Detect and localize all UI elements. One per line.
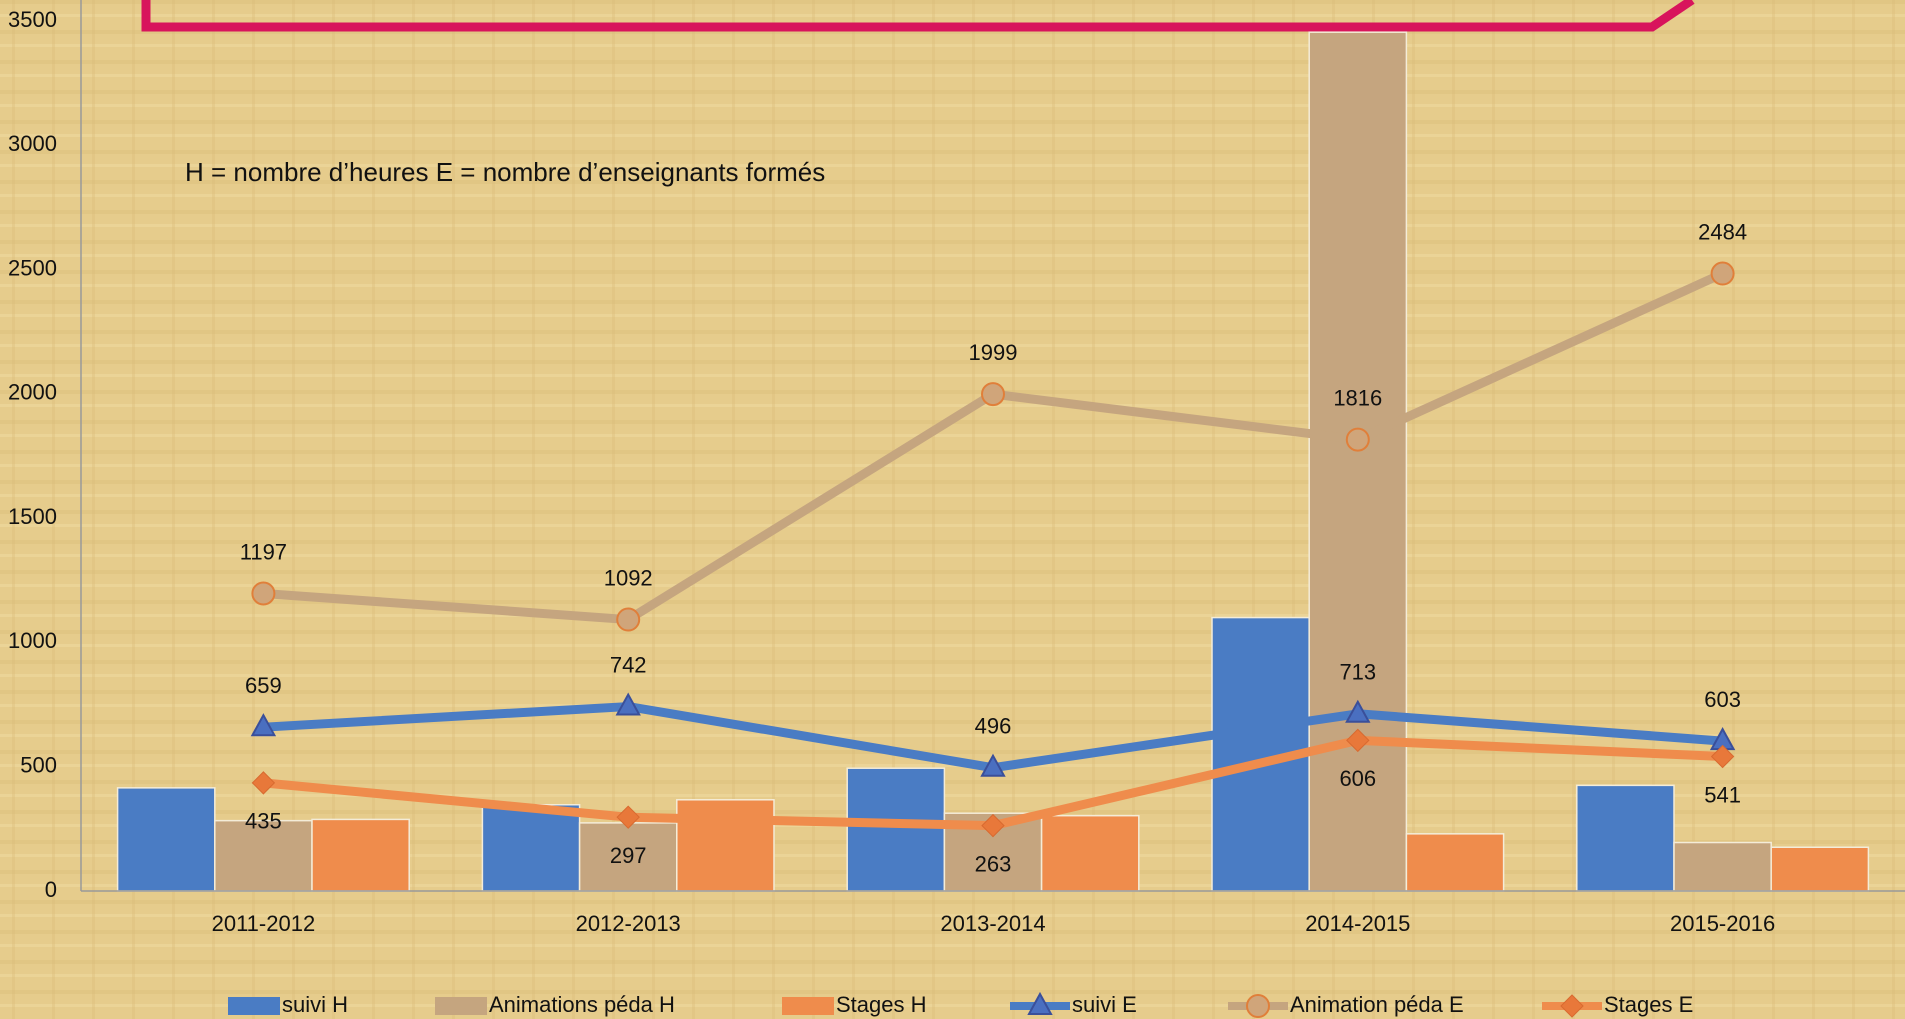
marker [1246,994,1270,1018]
x-tick-label: 2014-2015 [1305,911,1410,936]
data-label: 603 [1704,687,1741,712]
bar [1308,31,1408,892]
y-tick-label: 1500 [8,504,57,529]
x-tick-label: 2013-2014 [940,911,1045,936]
bar [311,818,410,892]
data-label: 713 [1339,660,1376,685]
marker [616,607,641,632]
x-tick-label: 2012-2013 [576,911,681,936]
marker [251,771,276,795]
y-tick-label: 500 [20,753,57,778]
marker [981,382,1005,407]
marker [1345,427,1370,452]
decor-frame [141,0,1695,32]
data-label: 263 [975,851,1012,876]
x-tick-label: 2011-2012 [212,911,316,936]
data-label: 1197 [240,539,287,564]
marker [250,713,277,737]
annotation: H = nombre d’heures E = nombre d’enseign… [185,157,825,187]
x-tick-label: 2015-2016 [1670,911,1775,936]
legend-swatch [435,997,487,1015]
marker [1346,728,1370,753]
data-label: 435 [245,809,282,834]
bar [1040,814,1140,892]
bar [1405,833,1505,892]
legend-label: Animations péda H [489,992,675,1017]
data-label: 1092 [604,565,653,590]
y-tick-label: 0 [45,877,57,902]
legend-swatch [782,997,834,1015]
marker [980,753,1006,777]
bar [116,787,216,892]
data-label: 1999 [969,340,1018,365]
marker [1710,261,1735,286]
marker [1027,991,1053,1015]
marker [1560,994,1584,1018]
legend-swatch [228,997,280,1015]
marker [615,692,641,716]
bar [846,767,946,892]
bar [481,803,581,892]
legend-label: Stages H [836,992,927,1017]
y-tick-label: 2000 [8,380,57,405]
y-tick-label: 1000 [8,628,57,653]
data-label: 659 [245,673,282,698]
data-label: 496 [975,714,1012,739]
marker [981,813,1005,838]
bar [1673,841,1772,892]
marker [1345,699,1371,723]
y-tick-label: 2500 [8,255,57,280]
data-label: 742 [610,652,647,677]
data-label: 297 [610,843,647,868]
marker [1710,744,1735,769]
bar [676,799,775,892]
data-label: 2484 [1698,219,1747,244]
data-label: 541 [1704,782,1741,807]
legend-label: suivi E [1072,992,1137,1017]
marker [251,581,276,606]
bar [1576,784,1675,892]
bar [1770,846,1870,892]
marker [616,805,640,829]
legend-label: suivi H [282,992,348,1017]
y-tick-label: 3000 [8,131,57,156]
legend-label: Stages E [1604,992,1693,1017]
data-label: 1816 [1333,385,1382,410]
legend-label: Animation péda E [1290,992,1464,1017]
data-label: 606 [1339,766,1376,791]
y-tick-label: 3500 [8,7,57,32]
